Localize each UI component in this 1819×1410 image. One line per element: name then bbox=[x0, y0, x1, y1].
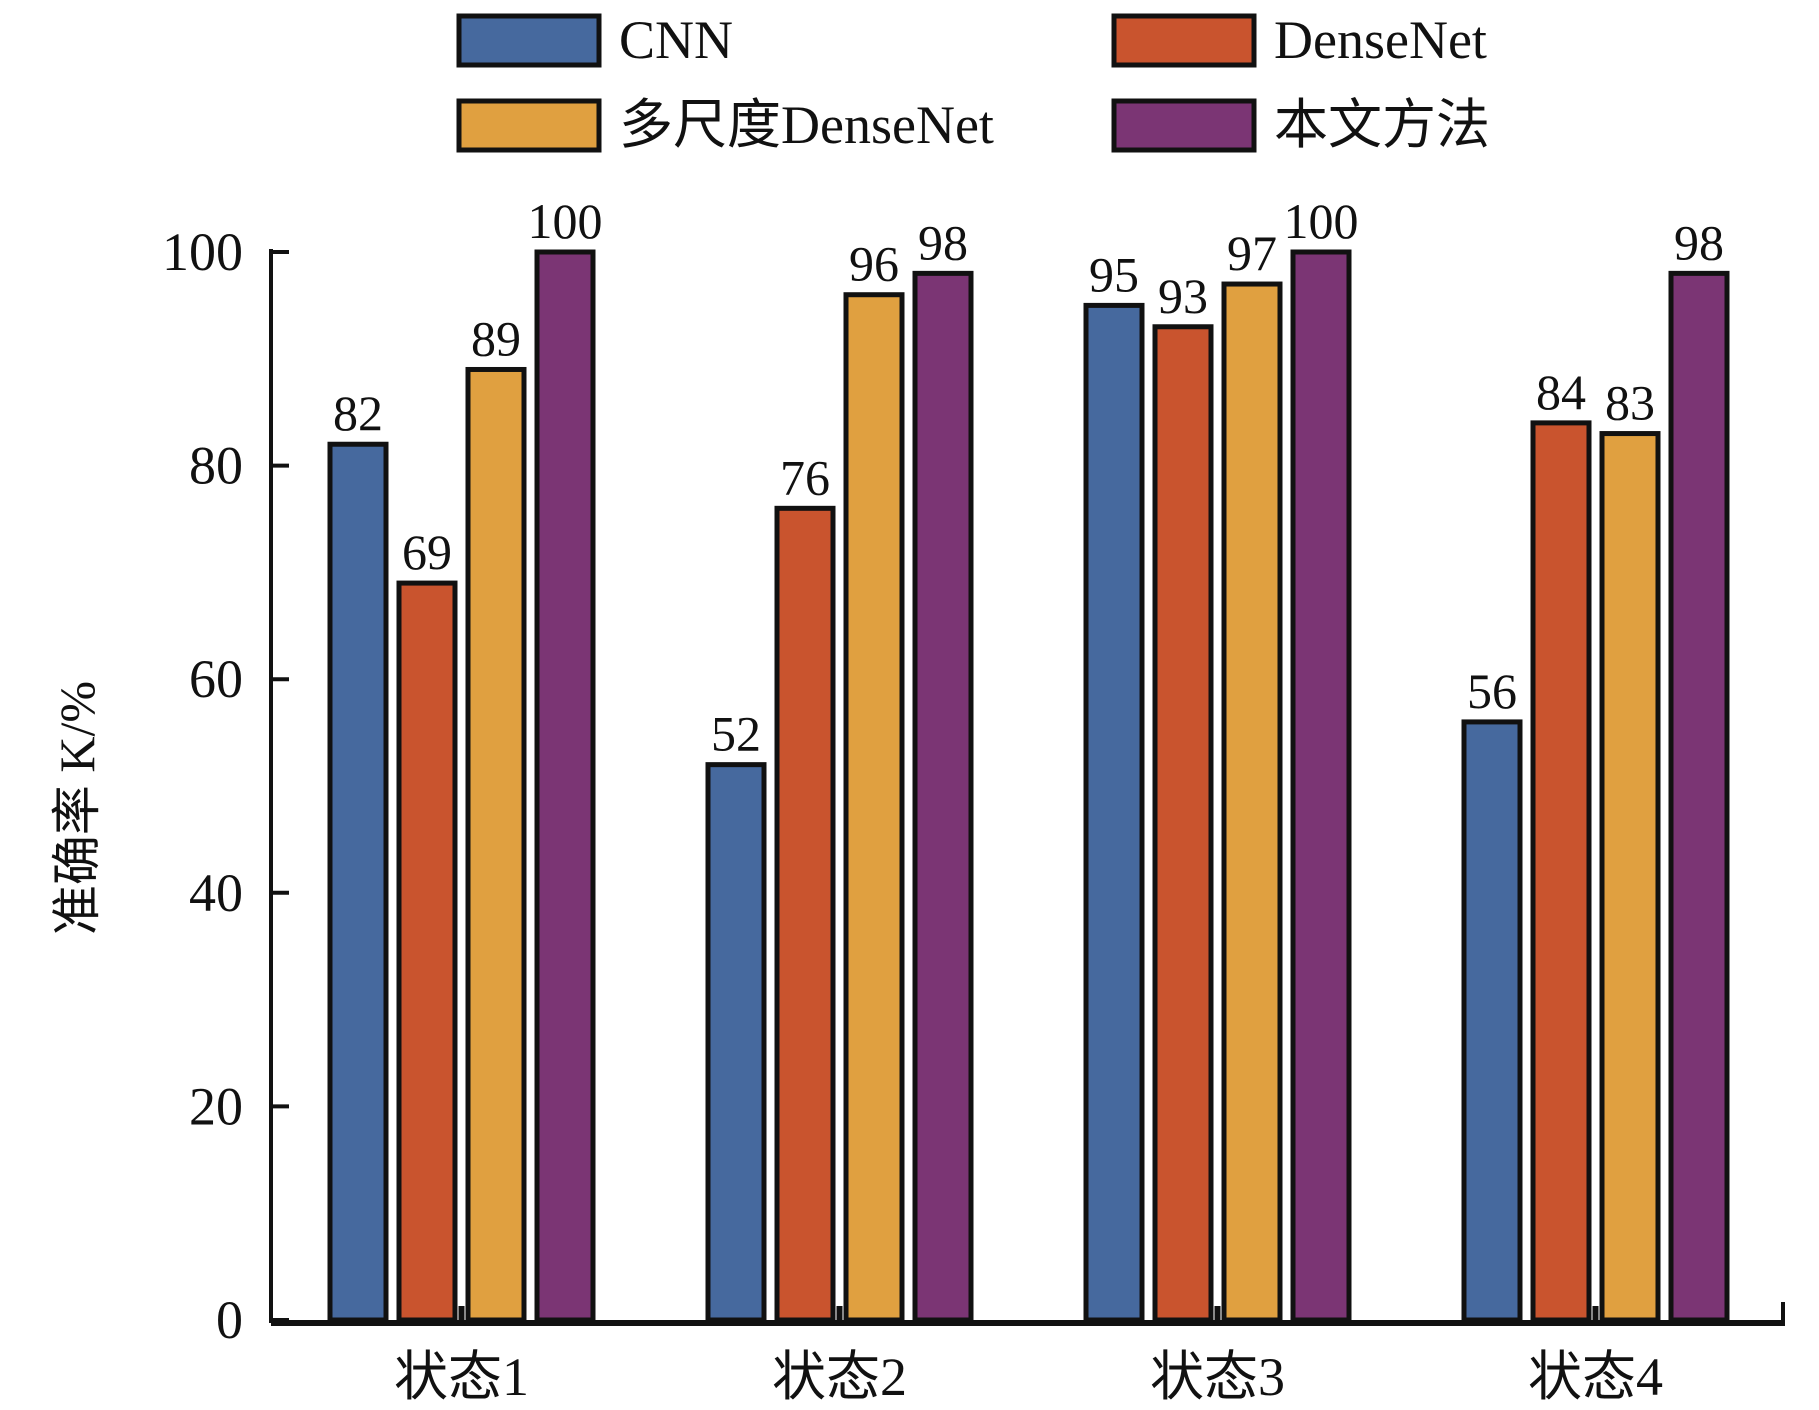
legend-label-4: 本文方法 bbox=[1274, 95, 1490, 155]
data-label: 100 bbox=[528, 193, 603, 249]
legend-swatch-2 bbox=[1111, 13, 1257, 68]
data-label: 96 bbox=[849, 236, 899, 292]
y-axis-label: 准确率 K/% bbox=[49, 681, 105, 935]
y-tick-label: 40 bbox=[189, 863, 243, 923]
bar-3-4 bbox=[1599, 431, 1661, 1323]
y-tick-label: 60 bbox=[189, 649, 243, 709]
bar-4-1 bbox=[534, 249, 596, 1323]
bar-2-4 bbox=[1530, 420, 1592, 1323]
bar-1-2 bbox=[705, 762, 767, 1323]
x-tick-label: 状态4 bbox=[1528, 1347, 1663, 1407]
legend-swatch-1 bbox=[456, 13, 602, 68]
legend-label-3: 多尺度DenseNet bbox=[619, 95, 994, 155]
data-label: 100 bbox=[1284, 193, 1359, 249]
data-label: 95 bbox=[1089, 246, 1139, 302]
legend-label-2: DenseNet bbox=[1274, 10, 1487, 70]
x-tick-label: 状态3 bbox=[1150, 1347, 1285, 1407]
bar-4-4 bbox=[1668, 270, 1730, 1323]
bar-4-2 bbox=[912, 270, 974, 1323]
data-label: 84 bbox=[1536, 364, 1586, 420]
bar-1-3 bbox=[1083, 302, 1145, 1323]
bar-1-1 bbox=[327, 441, 389, 1323]
bar-2-3 bbox=[1152, 324, 1214, 1323]
legend-label-1: CNN bbox=[619, 10, 733, 70]
legend-swatch-4 bbox=[1111, 98, 1257, 153]
x-tick-label: 状态2 bbox=[772, 1347, 907, 1407]
data-label: 97 bbox=[1227, 225, 1277, 281]
data-label: 82 bbox=[333, 385, 383, 441]
y-tick-label: 0 bbox=[216, 1290, 243, 1350]
data-label: 52 bbox=[711, 706, 761, 762]
data-label: 98 bbox=[918, 214, 968, 270]
data-label: 76 bbox=[780, 449, 830, 505]
data-label: 93 bbox=[1158, 268, 1208, 324]
data-label: 89 bbox=[471, 310, 521, 366]
bar-3-1 bbox=[465, 366, 527, 1323]
data-label: 56 bbox=[1467, 663, 1517, 719]
bar-2-1 bbox=[396, 580, 458, 1323]
x-tick-label: 状态1 bbox=[394, 1347, 529, 1407]
y-tick-label: 100 bbox=[162, 222, 243, 282]
bar-4-3 bbox=[1290, 249, 1352, 1323]
data-label: 98 bbox=[1674, 214, 1724, 270]
data-label: 69 bbox=[402, 524, 452, 580]
y-tick-label: 20 bbox=[189, 1076, 243, 1136]
bar-3-2 bbox=[843, 292, 905, 1323]
bar-1-4 bbox=[1461, 719, 1523, 1323]
y-tick-label: 80 bbox=[189, 436, 243, 496]
data-label: 83 bbox=[1605, 375, 1655, 431]
bar-2-2 bbox=[774, 505, 836, 1323]
bar-3-3 bbox=[1221, 281, 1283, 1323]
legend-swatch-3 bbox=[456, 98, 602, 153]
axes: 状态1 状态2 状态3 状态4 0 20 40 60 80 100 bbox=[162, 222, 1785, 1407]
legend: CNN DenseNet 多尺度DenseNet 本文方法 bbox=[456, 10, 1490, 155]
